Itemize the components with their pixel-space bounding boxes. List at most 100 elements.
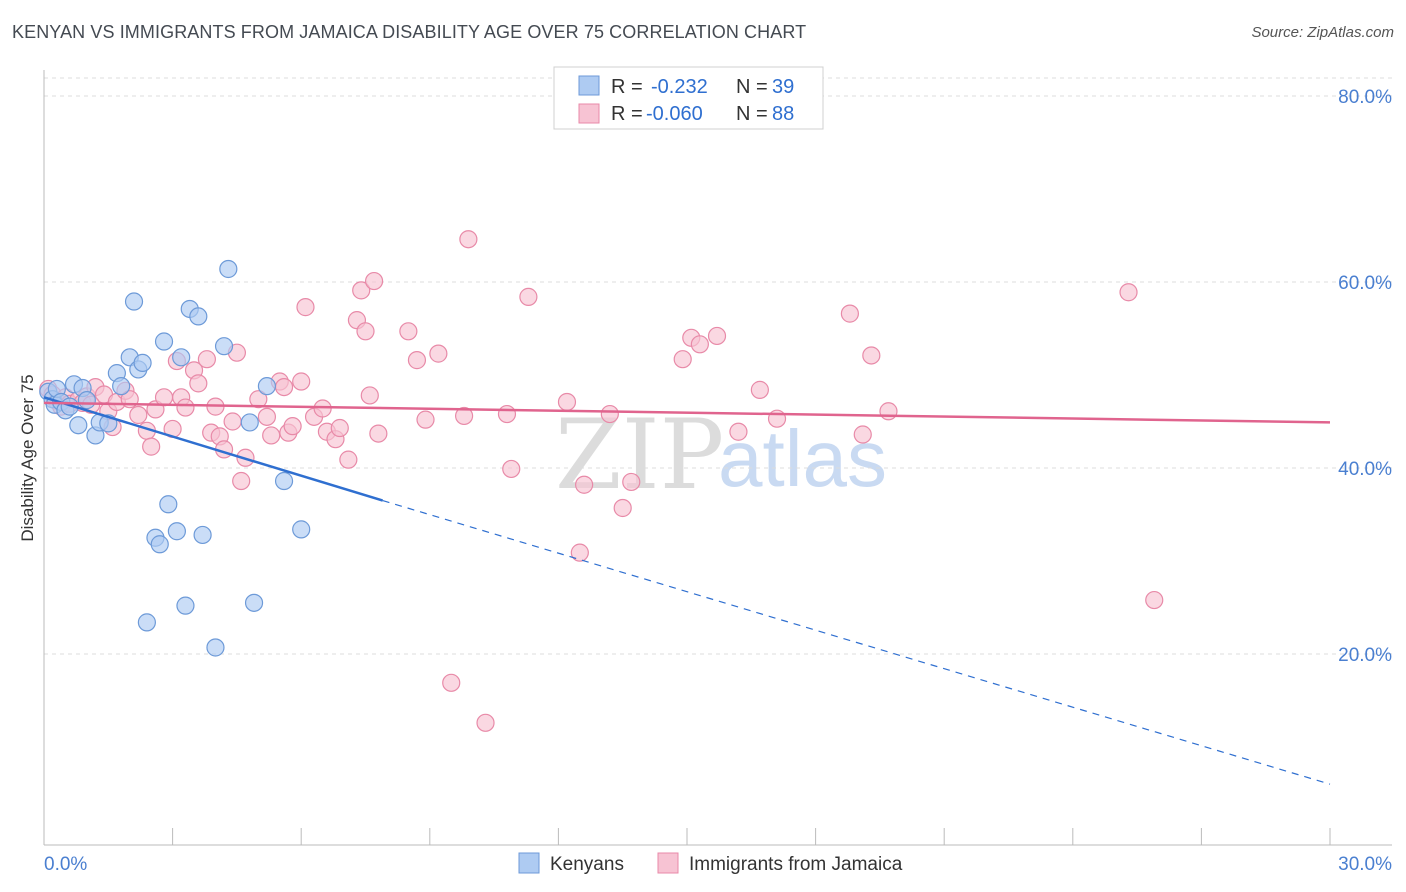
series-kenyan-points: [39, 259, 311, 657]
jamaica-point-57: [407, 351, 427, 370]
series-jamaica-points: [39, 230, 1164, 732]
kenyan-point-29: [189, 307, 208, 326]
jamaica-point-60: [442, 673, 461, 692]
jamaica-point-19: [154, 388, 174, 407]
kenyan-point-34: [240, 413, 259, 432]
jamaica-point-52: [356, 322, 375, 341]
x-tick-label-max: 30.0%: [1338, 854, 1392, 875]
y-axis-label: Disability Age Over 75: [18, 374, 37, 541]
jamaica-point-54: [364, 271, 384, 291]
jamaica-point-73: [673, 350, 692, 369]
jamaica-point-49: [339, 450, 358, 469]
kenyan-point-8: [69, 416, 88, 435]
legend-n-label-kenyan: N =: [736, 76, 768, 98]
legend-bottom: Kenyans Immigrants from Jamaica: [518, 852, 903, 875]
legend-n-value-kenyan: 39: [772, 76, 794, 98]
jamaica-point-67: [557, 392, 577, 412]
kenyan-point-37: [274, 471, 294, 491]
legend-r-value-kenyan: -0.232: [651, 76, 708, 98]
kenyan-trend-line: [43, 396, 384, 502]
x-tick-label-min: 0.0%: [44, 854, 87, 875]
kenyan-point-25: [167, 522, 186, 541]
jamaica-point-53: [360, 386, 379, 405]
jamaica-point-71: [613, 498, 632, 518]
jamaica-point-56: [399, 322, 418, 341]
jamaica-point-36: [257, 407, 277, 426]
jamaica-point-81: [853, 425, 872, 444]
jamaica-point-23: [176, 398, 195, 417]
jamaica-point-37: [262, 426, 281, 445]
trend-lines: [43, 396, 1331, 785]
jamaica-point-68: [570, 543, 589, 562]
watermark-zip: ZIP: [555, 399, 724, 511]
jamaica-point-39: [274, 377, 294, 397]
jamaica-point-58: [416, 410, 435, 429]
jamaica-point-61: [454, 406, 474, 426]
jamaica-point-76: [707, 326, 727, 346]
kenyan-point-19: [133, 353, 152, 373]
jamaica-trend-line: [43, 401, 1331, 424]
jamaica-point-59: [429, 344, 448, 363]
jamaica-point-66: [519, 287, 538, 306]
kenyan-point-24: [159, 495, 178, 514]
jamaica-point-75: [690, 335, 709, 354]
jamaica-point-80: [840, 304, 859, 323]
jamaica-point-17: [142, 437, 161, 456]
jamaica-point-63: [476, 713, 495, 732]
jamaica-point-42: [292, 372, 311, 391]
jamaica-point-51: [352, 281, 371, 300]
kenyan-point-26: [172, 348, 191, 367]
kenyan-point-38: [292, 520, 311, 539]
jamaica-point-55: [369, 424, 388, 443]
bottom-legend-swatch-jamaica: [657, 852, 679, 874]
chart-title: KENYAN VS IMMIGRANTS FROM JAMAICA DISABI…: [12, 22, 807, 42]
jamaica-point-43: [296, 298, 315, 317]
kenyan-point-27: [176, 596, 195, 615]
bottom-legend-swatch-kenyan: [518, 852, 540, 874]
y-tick-label-80: 80.0%: [1338, 87, 1392, 108]
jamaica-point-45: [313, 399, 332, 418]
kenyan-point-31: [206, 638, 225, 657]
jamaica-point-69: [575, 475, 594, 494]
jamaica-point-25: [189, 374, 208, 393]
kenyan-point-20: [137, 613, 156, 632]
kenyan-point-17: [124, 292, 144, 311]
kenyan-point-32: [214, 337, 234, 356]
jamaica-point-84: [1119, 283, 1138, 302]
jamaica-point-62: [459, 230, 478, 249]
bottom-legend-label-jamaica: Immigrants from Jamaica: [689, 854, 903, 875]
legend-swatch-kenyan: [578, 75, 600, 96]
legend-n-value-jamaica: 88: [772, 103, 794, 125]
grid-lines: [44, 77, 1392, 655]
jamaica-point-64: [497, 404, 517, 424]
jamaica-point-15: [129, 405, 148, 425]
kenyan-point-36: [257, 377, 277, 396]
kenyan-point-30: [193, 525, 212, 545]
kenyan-point-15: [112, 377, 131, 396]
y-axis-tick-labels: 20.0% 40.0% 60.0% 80.0%: [1338, 87, 1392, 666]
jamaica-point-72: [622, 472, 641, 492]
legend-top: R = -0.232 N = 39 R = -0.060 N = 88: [553, 66, 824, 130]
legend-r-label-kenyan: R =: [611, 76, 643, 98]
jamaica-point-77: [729, 422, 748, 441]
jamaica-point-35: [249, 390, 268, 409]
jamaica-point-41: [283, 417, 302, 436]
source-label: Source: ZipAtlas.com: [1251, 24, 1394, 41]
jamaica-point-70: [600, 404, 619, 424]
legend-n-label-jamaica: N =: [736, 103, 768, 125]
kenyan-point-33: [219, 259, 238, 279]
kenyan-point-35: [244, 593, 264, 612]
jamaica-point-65: [502, 459, 521, 479]
jamaica-point-78: [750, 380, 769, 399]
legend-r-value-jamaica: -0.060: [646, 103, 703, 125]
jamaica-point-85: [1145, 590, 1164, 610]
y-tick-label-40: 40.0%: [1338, 459, 1392, 480]
jamaica-point-83: [879, 402, 898, 421]
kenyan-point-10: [77, 391, 96, 410]
jamaica-point-26: [197, 350, 216, 369]
legend-r-label-jamaica: R =: [611, 103, 643, 125]
x-axis-ticks: [43, 828, 1331, 845]
y-tick-label-20: 20.0%: [1338, 645, 1392, 666]
bottom-legend-label-kenyan: Kenyans: [550, 854, 624, 875]
